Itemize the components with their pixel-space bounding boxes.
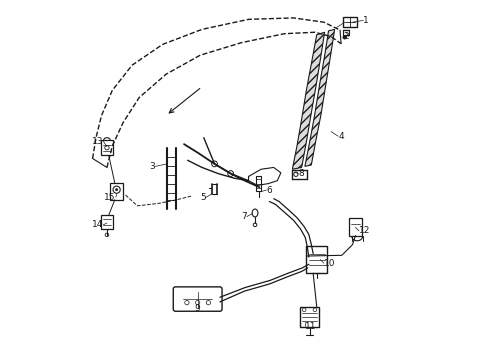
Circle shape [105,233,109,237]
Polygon shape [293,32,324,169]
Text: 15: 15 [104,193,116,202]
Circle shape [105,145,109,150]
Circle shape [206,301,211,305]
Bar [101,215,113,229]
FancyBboxPatch shape [173,287,222,311]
Circle shape [294,172,298,176]
Text: 6: 6 [267,185,272,194]
Polygon shape [305,30,335,166]
Text: 13: 13 [92,137,103,146]
Circle shape [313,308,317,312]
Text: 9: 9 [195,304,200,313]
Circle shape [113,186,120,193]
Text: 14: 14 [92,220,103,229]
Bar [110,183,123,199]
Circle shape [253,223,257,226]
Text: 2: 2 [343,32,349,41]
Text: 1: 1 [364,16,369,25]
Text: 4: 4 [338,132,344,141]
Text: 3: 3 [149,162,155,171]
Circle shape [196,301,200,305]
Bar [300,307,319,327]
Ellipse shape [252,209,258,217]
Circle shape [302,308,306,312]
Text: 11: 11 [305,322,317,331]
Circle shape [228,171,234,176]
Bar [256,176,262,192]
Text: 8: 8 [298,169,304,178]
Circle shape [212,161,218,167]
Circle shape [185,301,189,305]
Bar [343,17,357,27]
Bar [306,246,327,273]
Bar [349,219,362,236]
Bar [101,140,113,155]
Text: 5: 5 [200,193,206,202]
Text: 10: 10 [324,259,335,268]
Text: 7: 7 [241,212,247,221]
Circle shape [343,36,346,39]
Circle shape [116,189,118,191]
Text: 12: 12 [359,226,370,235]
